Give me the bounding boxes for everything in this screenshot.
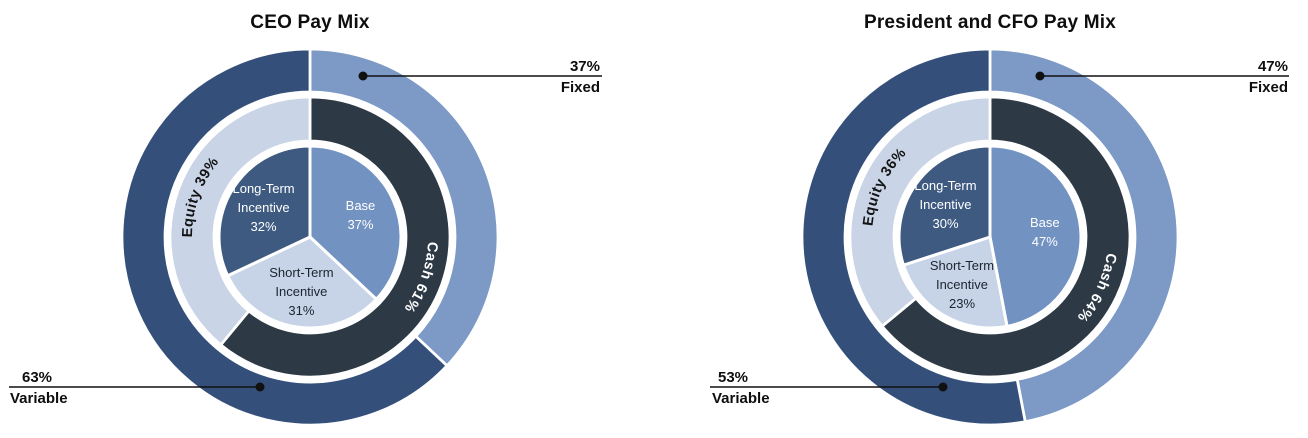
- ceo-pie-label-base-37: Base 37%: [346, 198, 376, 232]
- president-cfo-pie-slice-short-term-incentive-23: [901, 235, 1009, 330]
- president-cfo-fixed-callout: 47% Fixed: [1158, 58, 1288, 96]
- president-cfo-pie-label-base-47: Base 47%: [1030, 215, 1060, 249]
- ceo-pie-slice-long-term-incentive-32: [217, 144, 312, 278]
- ceo-variable-label: Variable: [10, 390, 68, 407]
- ceo-pie-slice-base-37: [308, 144, 403, 301]
- ceo-middle-ring-segment-cash-61: [219, 95, 452, 379]
- president-cfo-fixed-percentage: 47%: [1257, 58, 1288, 75]
- president-cfo-outer-ring-segment-fixed: [988, 48, 1179, 424]
- ceo-pay-mix-donut-chart: Cash 61%Equity 39%Base 37%Short-Term Incen…: [121, 48, 499, 426]
- ceo-fixed-callout: 37% Fixed: [470, 58, 600, 96]
- ceo-pie-label-long-term-incentive-32: Long-Term Incentive 32%: [232, 181, 294, 234]
- ceo-middle-ring-segment-equity-39: [168, 95, 312, 347]
- president-cfo-middle-ring-segment-equity-36: [848, 95, 992, 328]
- president-cfo-pie-label-short-term-incentive-23: Short-Term Incentive 23%: [930, 258, 994, 311]
- ceo-outer-ring-segment-variable: [121, 48, 449, 426]
- ceo-outer-ring-segment-fixed: [308, 48, 499, 368]
- president-cfo-pay-mix-donut-chart: Cash 64%Equity 36%Base 47%Short-Term Incen…: [801, 48, 1179, 426]
- president-cfo-middle-ring-segment-cash-64: [880, 95, 1132, 379]
- president-cfo-variable-percentage: 53%: [718, 369, 749, 386]
- president-cfo-pie-slice-base-47: [988, 144, 1083, 328]
- president-cfo-variable-label: Variable: [712, 390, 770, 407]
- president-cfo-pie-label-long-term-incentive-30: Long-Term Incentive 30%: [914, 178, 976, 231]
- president-cfo-outer-ring-segment-variable: [801, 48, 1027, 426]
- president-cfo-fixed-label: Fixed: [1248, 79, 1288, 96]
- ceo-variable-callout: 63% Variable: [10, 369, 140, 407]
- ceo-chart-title: CEO Pay Mix: [250, 12, 370, 33]
- ceo-fixed-label: Fixed: [560, 79, 600, 96]
- ceo-variable-percentage: 63%: [22, 369, 53, 386]
- president-cfo-pie-slice-long-term-incentive-30: [897, 144, 992, 267]
- ceo-pie-label-short-term-incentive-31: Short-Term Incentive 31%: [269, 265, 333, 318]
- ceo-fixed-percentage: 37%: [569, 58, 600, 75]
- president-cfo-chart-title: President and CFO Pay Mix: [863, 12, 1117, 33]
- president-cfo-variable-callout: 53% Variable: [712, 369, 842, 407]
